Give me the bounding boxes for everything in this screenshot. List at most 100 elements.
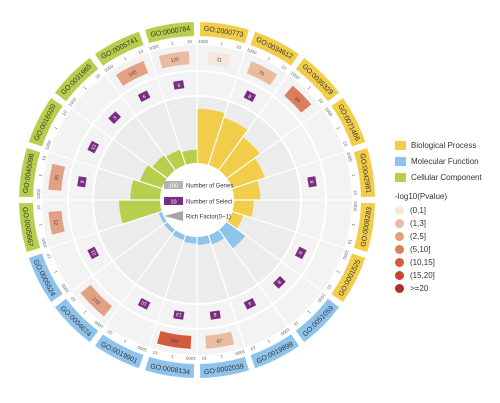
- genes-bar: [205, 331, 235, 349]
- sector-divider: [218, 229, 289, 326]
- legend-item-molecular-function: Molecular Function: [395, 153, 499, 169]
- pvalue-legend-label: (2,5]: [410, 232, 427, 241]
- sector-divider: [226, 221, 323, 292]
- axis-tick-label: 1000: [136, 345, 148, 353]
- axis-tick-label: 1000: [316, 292, 326, 303]
- inner-legend-select-swatch: [164, 197, 183, 205]
- select-marker: 10: [137, 297, 151, 310]
- axis-tick-label: 10: [280, 64, 287, 71]
- select-value-label: 6: [142, 94, 147, 101]
- genes-value-label: 278: [90, 296, 100, 306]
- select-value-label: 8: [275, 279, 281, 285]
- axis-tick-label: 1000: [353, 201, 358, 212]
- sector-divider: [49, 151, 162, 190]
- genes-bar: [115, 60, 149, 86]
- genes-bar: [246, 61, 278, 86]
- pvalue-legend-dot: [395, 271, 404, 280]
- axis-tick-label: 1: [351, 223, 356, 227]
- pvalue-legend-label: >=20: [410, 284, 429, 293]
- term-label-segment: [295, 57, 340, 102]
- sector-divider: [218, 74, 289, 171]
- inner-legend-select-label: Number of Select: [186, 200, 233, 206]
- term-label-segment: [28, 253, 63, 303]
- genes-value-label: 11: [216, 57, 222, 64]
- axis-tick-label: 1000: [36, 188, 41, 199]
- axis-tick-label: 1000: [185, 356, 196, 361]
- pvalue-legend-item: (5,10]: [395, 243, 499, 256]
- sector-divider: [226, 108, 323, 179]
- axis-tick-label: 1000: [93, 319, 104, 329]
- genes-bar: [157, 331, 192, 349]
- rich-factor-bar: [232, 200, 254, 218]
- select-marker: 13: [87, 140, 100, 154]
- inner-legend-genes-value: 100: [169, 184, 178, 190]
- select-marker: 8: [273, 276, 286, 289]
- inner-legend-rich-swatch: [164, 211, 183, 221]
- sector-divider: [232, 210, 345, 249]
- pvalue-legend-item: >=20: [395, 282, 499, 295]
- pvalue-legend-item: (1,3]: [395, 217, 499, 230]
- legend-label-cc: Cellular Component: [411, 172, 482, 182]
- pvalue-legend-label: (10,15]: [410, 258, 435, 267]
- rich-factor-bar: [166, 149, 186, 170]
- genes-bar: [48, 210, 65, 235]
- pvalue-legend-dot: [395, 245, 404, 254]
- genes-value-label: 75: [257, 70, 265, 78]
- pvalue-legend-label: (0,1]: [410, 206, 427, 215]
- inner-legend-genes-label: Number of Genes: [186, 184, 233, 190]
- pvalue-legend-label: (5,10]: [410, 245, 431, 254]
- axis-tick-label: 1000: [103, 63, 115, 73]
- rich-factor-bar: [130, 179, 162, 200]
- axis-tick-label: 10: [152, 350, 159, 356]
- axis-tick-label: 1: [53, 269, 59, 274]
- genes-bar: [48, 163, 66, 191]
- rich-factor-bar: [119, 200, 162, 224]
- select-value-label: 6: [297, 250, 304, 255]
- rich-factor-bar: [158, 211, 167, 224]
- select-marker: 3: [108, 111, 121, 124]
- legend-swatch-bp: [395, 140, 406, 150]
- select-value-label: 9: [80, 180, 86, 184]
- select-box: [273, 276, 286, 289]
- genes-value-label: 35: [54, 174, 61, 181]
- genes-value-label: 145: [128, 69, 138, 78]
- term-label-segment: [54, 57, 99, 102]
- term-label-segment: [199, 356, 249, 378]
- axis-tick-label: 1000: [148, 44, 159, 52]
- select-marker: 6: [173, 80, 185, 90]
- term-label-segment: [19, 148, 41, 198]
- sector-divider: [207, 235, 246, 348]
- rich-factor-bar: [218, 221, 246, 249]
- select-box: [137, 297, 151, 310]
- genes-value-label: 12: [52, 219, 59, 226]
- term-label-segment: [54, 298, 99, 343]
- pvalue-legend-dot: [395, 284, 404, 293]
- select-box: [87, 246, 100, 260]
- axis-tick-label: 1: [335, 270, 341, 275]
- axis-tick-label: 1000: [198, 39, 209, 44]
- select-marker: 13: [173, 310, 185, 320]
- sector-divider: [105, 74, 176, 171]
- select-value-label: 6: [177, 83, 181, 89]
- ring-separator: [92, 95, 302, 305]
- select-marker: 8: [307, 176, 317, 188]
- axis-tick-label: 10: [317, 97, 324, 104]
- axis-tick-label: 10: [45, 252, 52, 259]
- term-label-segment: [295, 298, 340, 343]
- axis-tick-label: 10: [249, 345, 256, 352]
- genes-bar: [284, 85, 312, 113]
- select-box: [173, 80, 185, 90]
- term-label-segment: [353, 202, 375, 252]
- term-id-label: GO:0004674: [59, 305, 92, 338]
- axis-tick-label: 1: [38, 223, 43, 227]
- rich-factor-bar: [197, 235, 211, 245]
- genes-bar: [158, 51, 190, 69]
- select-marker: 8: [209, 310, 221, 320]
- legend-item-biological-process: Biological Process: [395, 137, 499, 153]
- axis-tick-label: 10: [70, 295, 77, 302]
- axis-tick-label: 1000: [41, 237, 49, 248]
- term-label-segment: [353, 148, 375, 198]
- pvalue-legend-item: (10,15]: [395, 256, 499, 269]
- axis-tick-label: 1: [306, 309, 312, 315]
- tick-layer: 1000 1 10 1000 1 10 1000 1 10 1000 1 10 1000 1 10 1000 1…: [36, 39, 358, 361]
